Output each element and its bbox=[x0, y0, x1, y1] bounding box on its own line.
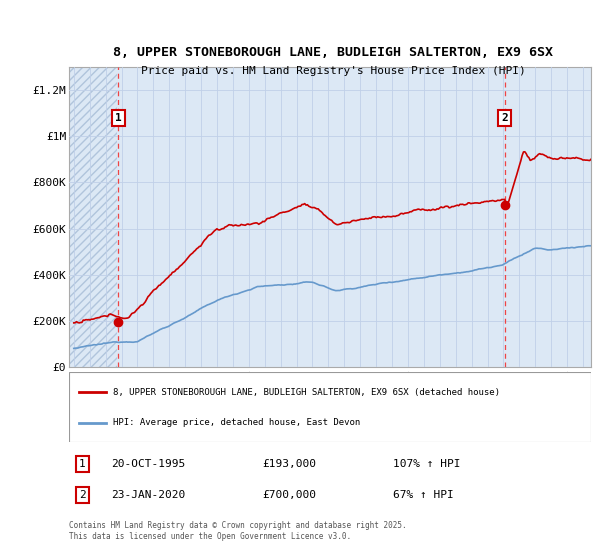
Text: 1: 1 bbox=[115, 113, 122, 123]
Text: 1: 1 bbox=[79, 459, 85, 469]
Text: 67% ↑ HPI: 67% ↑ HPI bbox=[392, 490, 454, 500]
Text: 107% ↑ HPI: 107% ↑ HPI bbox=[392, 459, 460, 469]
Text: 20-OCT-1995: 20-OCT-1995 bbox=[111, 459, 185, 469]
Text: Contains HM Land Registry data © Crown copyright and database right 2025.
This d: Contains HM Land Registry data © Crown c… bbox=[69, 521, 407, 540]
Text: 2: 2 bbox=[501, 113, 508, 123]
Text: 23-JAN-2020: 23-JAN-2020 bbox=[111, 490, 185, 500]
FancyBboxPatch shape bbox=[69, 372, 591, 442]
Text: 2: 2 bbox=[79, 490, 85, 500]
Text: £193,000: £193,000 bbox=[262, 459, 316, 469]
Text: 8, UPPER STONEBOROUGH LANE, BUDLEIGH SALTERTON, EX9 6SX: 8, UPPER STONEBOROUGH LANE, BUDLEIGH SAL… bbox=[113, 46, 553, 59]
Text: HPI: Average price, detached house, East Devon: HPI: Average price, detached house, East… bbox=[113, 418, 361, 427]
Bar bbox=[69, 67, 117, 367]
Text: 8, UPPER STONEBOROUGH LANE, BUDLEIGH SALTERTON, EX9 6SX (detached house): 8, UPPER STONEBOROUGH LANE, BUDLEIGH SAL… bbox=[113, 388, 500, 396]
Text: £700,000: £700,000 bbox=[262, 490, 316, 500]
Text: Price paid vs. HM Land Registry's House Price Index (HPI): Price paid vs. HM Land Registry's House … bbox=[140, 66, 526, 76]
